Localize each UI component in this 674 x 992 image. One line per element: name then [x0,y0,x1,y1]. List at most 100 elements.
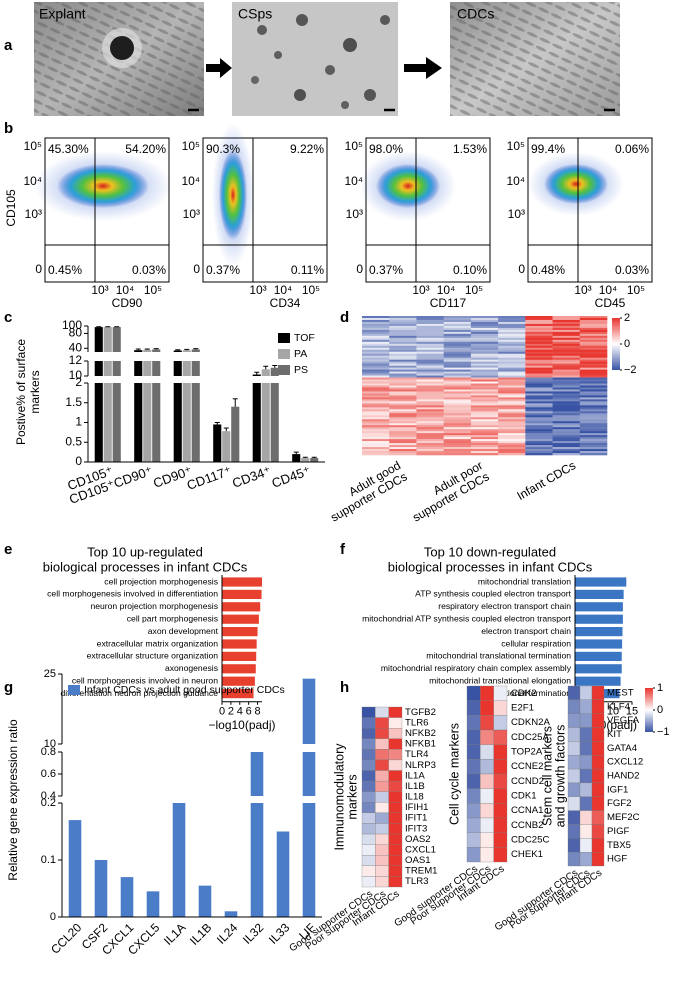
heatmap-cell [525,403,553,406]
y-axis-label-line: markers [28,370,42,413]
heatmap-cell [470,449,499,452]
bar [575,614,623,624]
heatmap-cell [525,435,553,438]
heatmap-cell [416,401,444,404]
heatmap-cell [591,755,605,770]
x-axis-label: CD117 [430,296,467,310]
heatmap-cell [525,447,553,450]
heatmap-cell [388,855,403,866]
bar [172,803,186,917]
quadrant-percentage: 98.0% [369,142,403,156]
bar [191,349,200,462]
heatmap-cell [579,838,593,853]
heatmap-cell [389,407,417,410]
heatmap-cell [388,706,403,718]
heatmap-cell [416,367,444,370]
heatmap-cell [525,317,553,321]
error-bar [175,349,181,351]
bar [575,639,623,649]
heatmap-cell [579,341,608,345]
quadrant-percentage: 0.48% [531,263,565,277]
heatmap-cell [480,744,494,760]
heatmap-cell [579,699,593,714]
heatmap-cell [525,321,553,325]
colorbar-tick-label: −2 [624,364,637,376]
bar [575,664,622,674]
heatmap-cell [552,369,581,372]
quadrant-percentage: 0.10% [453,263,487,277]
x-tick-label: 6 [246,706,252,718]
heatmap-d [362,316,608,456]
y-tick-label: 0 [50,911,56,923]
x-tick-label: CCL20 [48,920,85,957]
heatmap-cell [498,323,526,327]
heatmap-cell [389,317,417,321]
heatmap-cell [362,409,390,412]
heatmap-cell [525,331,553,335]
heatmap-cell [498,383,526,386]
heatmap-cell [470,327,499,331]
heatmap-cell [579,824,593,839]
heatmap-cell [579,353,608,357]
heatmap-cell [389,343,417,347]
heatmap-cell [525,316,553,319]
heatmap-cell [470,413,499,416]
heatmap-cell [470,431,499,434]
y-tick-label: 1.5 [65,395,82,409]
heatmap-cell [375,759,389,771]
heatmap-cell [443,333,472,337]
heatmap-cell [498,423,526,426]
heatmap-cell [552,429,581,432]
category-label: mitochondrial translation [478,576,571,586]
heatmap-cell [443,325,472,329]
heatmap-cell [552,341,581,345]
heatmap-cell [443,441,472,444]
heatmap-cell [498,421,526,424]
heatmap-cell [579,419,608,422]
heatmap-cell [579,399,608,402]
heatmap-cell [498,387,526,390]
heatmap-cell [443,381,472,384]
quadrant-percentage: 0.37% [369,263,403,277]
row-label: MEF2C [607,812,640,823]
heatmap-cell [375,717,389,729]
heatmap-cell [552,391,581,394]
y-tick-label: 0.2 [41,797,56,809]
heatmap-cell [416,365,444,368]
heatmap-cell [567,796,581,811]
heatmap-cell [579,741,593,756]
heatmap-cell [443,399,472,402]
heatmap-cell [416,371,444,374]
bar [222,664,256,674]
heatmap-cell [416,353,444,357]
heatmap-cell [498,363,526,366]
heatmap-cell [579,411,608,414]
row-label: PIGF [607,826,630,837]
heatmap-cell [552,437,581,440]
heatmap-cell [470,325,499,329]
heatmap-cell [362,397,390,400]
heatmap-cell [470,411,499,414]
heatmap-cell [416,379,444,382]
heatmap-cell [498,339,526,343]
heatmap-cell [480,773,494,789]
image-label: CSps [238,6,272,22]
heatmap-cell [552,425,581,428]
heatmap-cell [389,439,417,442]
heatmap-label-line: markers [345,774,359,819]
heatmap-cell [443,371,472,374]
heatmap-cell [498,391,526,394]
heatmap-cell [552,331,581,335]
heatmap-cell [470,383,499,386]
y-tick-label: 10 [69,368,83,382]
heatmap-cell [470,361,499,364]
row-label: MEST [607,687,634,698]
heatmap-cell [552,379,581,382]
heatmap-cell [361,706,376,718]
heatmap-cell [443,401,472,404]
category-label: cell projection morphogenesis [104,576,218,586]
heatmap-cell [579,389,608,392]
heatmap-cell [552,453,581,456]
heatmap-cell [567,824,581,839]
row-label: CCNB2 [511,820,544,831]
